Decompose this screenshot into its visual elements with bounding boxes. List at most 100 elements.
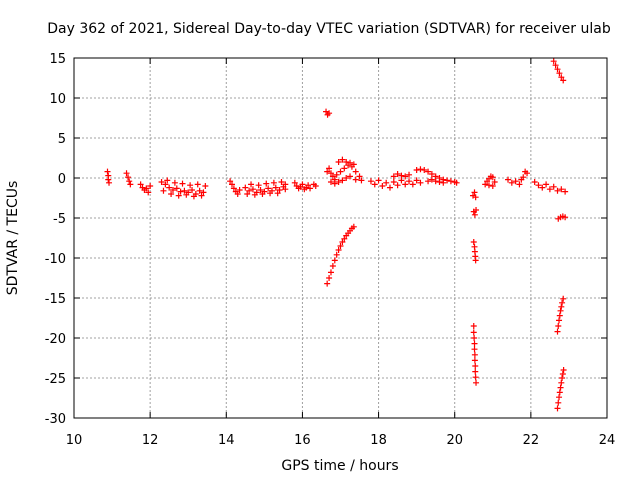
data-point	[339, 156, 346, 163]
data-point	[341, 235, 348, 242]
data-point	[471, 211, 478, 218]
data-point	[251, 191, 258, 198]
data-point	[556, 312, 563, 319]
data-point	[409, 181, 416, 188]
data-point	[169, 187, 176, 193]
x-tick-label: 16	[294, 433, 311, 448]
data-point	[329, 263, 336, 269]
data-point	[246, 187, 253, 194]
data-point	[270, 179, 277, 186]
data-point	[198, 192, 205, 199]
data-point	[200, 189, 207, 196]
data-point	[471, 189, 478, 196]
data-point	[196, 187, 203, 194]
data-point	[402, 173, 409, 180]
data-point	[554, 187, 561, 194]
data-point	[326, 275, 333, 281]
data-point	[562, 214, 569, 221]
x-tick-label: 12	[142, 433, 159, 448]
data-point	[472, 363, 479, 369]
data-point	[556, 394, 563, 401]
data-point	[145, 189, 152, 196]
data-point	[560, 295, 567, 302]
y-tick-label: -10	[45, 252, 66, 267]
data-point	[265, 185, 272, 192]
data-point	[181, 187, 188, 194]
data-point	[390, 173, 397, 180]
data-point	[158, 179, 165, 185]
data-point	[413, 177, 420, 184]
plot-border	[73, 57, 608, 419]
data-point	[335, 247, 342, 253]
data-point	[347, 173, 354, 180]
data-point	[559, 371, 566, 377]
data-point	[105, 176, 112, 183]
data-point	[417, 166, 424, 173]
data-point	[244, 191, 251, 197]
data-point	[166, 184, 173, 191]
data-point	[305, 182, 312, 189]
data-point	[371, 181, 378, 188]
data-point	[331, 180, 338, 187]
data-point	[491, 179, 498, 185]
data-point	[550, 58, 557, 65]
data-point	[557, 384, 564, 391]
data-point	[432, 178, 439, 185]
data-point	[324, 280, 331, 287]
data-point	[472, 194, 479, 201]
data-point	[555, 399, 562, 406]
data-point	[386, 184, 393, 191]
data-point	[383, 179, 390, 186]
data-point	[127, 181, 134, 188]
y-tick-label: -5	[53, 212, 66, 227]
data-point	[228, 181, 235, 188]
data-point	[175, 192, 182, 199]
data-point	[539, 184, 546, 191]
data-point	[558, 74, 565, 81]
data-point	[324, 168, 331, 175]
data-point	[343, 159, 350, 165]
y-tick-label: 10	[49, 92, 66, 107]
data-point	[125, 174, 132, 181]
data-point	[257, 187, 264, 193]
data-point	[242, 184, 249, 191]
data-point	[104, 168, 111, 175]
data-point	[398, 172, 405, 179]
data-point	[485, 182, 492, 189]
data-point	[337, 243, 344, 249]
data-point	[312, 183, 319, 189]
data-point	[505, 176, 512, 183]
data-point	[512, 178, 519, 185]
data-point	[248, 181, 255, 188]
data-point	[447, 178, 454, 185]
data-point	[470, 329, 477, 336]
y-tick-label: -25	[45, 372, 66, 387]
data-point	[428, 171, 435, 177]
data-point	[558, 186, 565, 193]
data-point	[189, 187, 196, 193]
data-point	[126, 178, 133, 185]
data-point	[160, 187, 167, 194]
data-point	[489, 174, 496, 181]
data-point	[187, 182, 194, 189]
data-point	[202, 183, 209, 189]
data-point	[471, 340, 478, 347]
data-point	[347, 159, 354, 166]
data-point	[562, 188, 569, 195]
data-point	[341, 165, 348, 172]
data-point	[106, 179, 113, 186]
data-point	[555, 323, 562, 329]
data-point	[173, 185, 180, 192]
data-point	[558, 379, 565, 386]
data-point	[274, 190, 281, 197]
data-point	[470, 239, 477, 245]
data-point	[413, 167, 420, 173]
y-tick-label: -30	[45, 412, 66, 427]
data-point	[473, 379, 480, 386]
data-point	[234, 191, 241, 197]
data-point	[550, 183, 557, 190]
data-point	[183, 191, 190, 198]
data-point	[543, 181, 550, 188]
data-point	[471, 346, 478, 353]
